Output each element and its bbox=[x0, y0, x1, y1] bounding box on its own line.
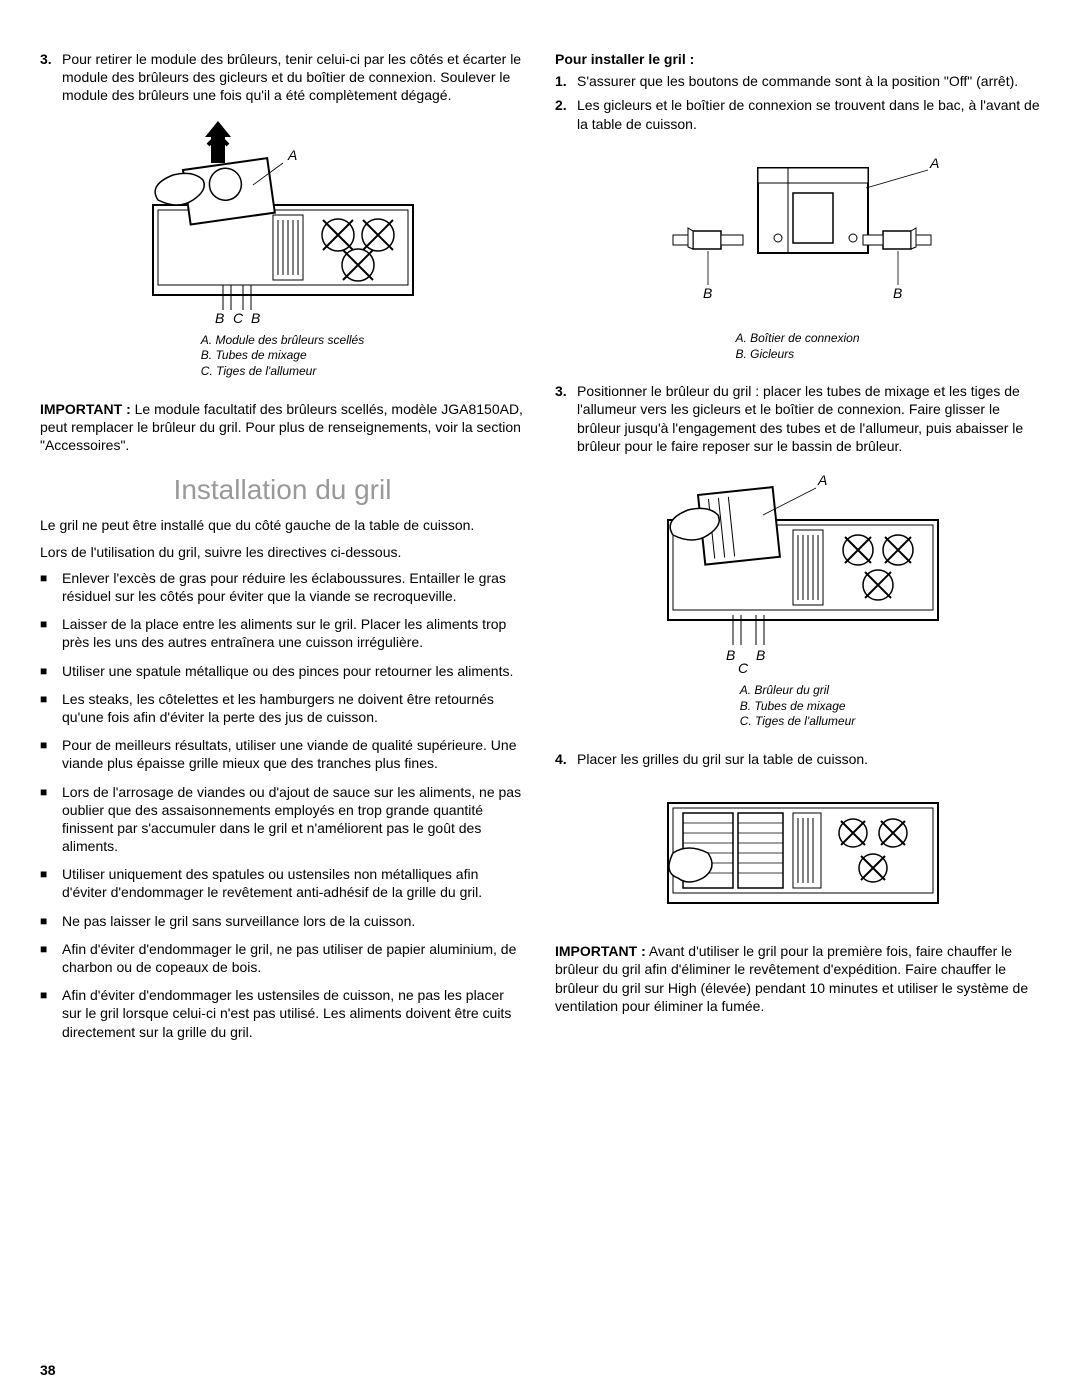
fig3-label-c: C bbox=[738, 660, 749, 675]
page-number: 38 bbox=[40, 1361, 56, 1379]
figure-2-caption: A. Boîtier de connexion B. Gicleurs bbox=[735, 331, 859, 362]
bullet-icon: ■ bbox=[40, 615, 62, 651]
bullet-text: Lors de l'arrosage de viandes ou d'ajout… bbox=[62, 783, 525, 856]
left-step-3: 3. Pour retirer le module des brûleurs, … bbox=[40, 50, 525, 105]
bullet-icon: ■ bbox=[40, 690, 62, 726]
fig2-label-a: A bbox=[929, 155, 939, 171]
bullet-text: Afin d'éviter d'endommager les ustensile… bbox=[62, 986, 525, 1041]
bullet-icon: ■ bbox=[40, 865, 62, 901]
bullet-text: Afin d'éviter d'endommager le gril, ne p… bbox=[62, 940, 525, 976]
fig1-label-b1: B bbox=[215, 310, 224, 325]
caption-line: A. Module des brûleurs scellés bbox=[201, 333, 364, 349]
list-item: ■Enlever l'excès de gras pour réduire le… bbox=[40, 569, 525, 605]
important-label: IMPORTANT : bbox=[40, 401, 131, 417]
intro-2: Lors de l'utilisation du gril, suivre le… bbox=[40, 543, 525, 561]
right-column: Pour installer le gril : 1. S'assurer qu… bbox=[555, 50, 1040, 1051]
bullet-text: Enlever l'excès de gras pour réduire les… bbox=[62, 569, 525, 605]
figure-1: A B C B A. Module des brûleurs scellés B… bbox=[40, 115, 525, 390]
right-step-2: 2. Les gicleurs et le boîtier de connexi… bbox=[555, 96, 1040, 132]
caption-line: C. Tiges de l'allumeur bbox=[740, 714, 856, 730]
fig1-label-b2: B bbox=[251, 310, 260, 325]
bullet-icon: ■ bbox=[40, 986, 62, 1041]
bullet-text: Utiliser une spatule métallique ou des p… bbox=[62, 662, 525, 680]
list-item: ■Utiliser une spatule métallique ou des … bbox=[40, 662, 525, 680]
bullet-text: Les steaks, les côtelettes et les hambur… bbox=[62, 690, 525, 726]
figure-4 bbox=[555, 778, 1040, 932]
bullet-text: Pour de meilleurs résultats, utiliser un… bbox=[62, 736, 525, 772]
step-text: Placer les grilles du gril sur la table … bbox=[577, 750, 1040, 768]
step-text: Les gicleurs et le boîtier de connexion … bbox=[577, 96, 1040, 132]
right-subhead: Pour installer le gril : bbox=[555, 50, 1040, 68]
bullet-text: Utiliser uniquement des spatules ou uste… bbox=[62, 865, 525, 901]
fig3-label-b1: B bbox=[726, 647, 735, 663]
intro-1: Le gril ne peut être installé que du côt… bbox=[40, 516, 525, 534]
step-number: 1. bbox=[555, 72, 577, 90]
left-column: 3. Pour retirer le module des brûleurs, … bbox=[40, 50, 525, 1051]
figure-1-caption: A. Module des brûleurs scellés B. Tubes … bbox=[201, 333, 364, 380]
bullet-icon: ■ bbox=[40, 662, 62, 680]
fig2-label-b2: B bbox=[893, 285, 902, 301]
list-item: ■Ne pas laisser le gril sans surveillanc… bbox=[40, 912, 525, 930]
caption-line: B. Gicleurs bbox=[735, 347, 859, 363]
list-item: ■Lors de l'arrosage de viandes ou d'ajou… bbox=[40, 783, 525, 856]
caption-line: B. Tubes de mixage bbox=[740, 699, 856, 715]
right-important: IMPORTANT : Avant d'utiliser le gril pou… bbox=[555, 942, 1040, 1015]
figure-3-caption: A. Brûleur du gril B. Tubes de mixage C.… bbox=[740, 683, 856, 730]
figure-2: A B B A. Boîtier de connexion B. Gicleur… bbox=[555, 143, 1040, 372]
list-item: ■Pour de meilleurs résultats, utiliser u… bbox=[40, 736, 525, 772]
important-label: IMPORTANT : bbox=[555, 943, 646, 959]
step-number: 3. bbox=[555, 382, 577, 455]
bullet-icon: ■ bbox=[40, 736, 62, 772]
bullet-icon: ■ bbox=[40, 940, 62, 976]
right-step-3: 3. Positionner le brûleur du gril : plac… bbox=[555, 382, 1040, 455]
bullet-list: ■Enlever l'excès de gras pour réduire le… bbox=[40, 569, 525, 1041]
figure-3: A B B C A. Brûleur du gril B. Tubes de m… bbox=[555, 465, 1040, 740]
left-important: IMPORTANT : Le module facultatif des brû… bbox=[40, 400, 525, 455]
fig1-label-a: A bbox=[287, 147, 297, 163]
fig3-label-a: A bbox=[817, 472, 827, 488]
step-number: 2. bbox=[555, 96, 577, 132]
caption-line: B. Tubes de mixage bbox=[201, 348, 364, 364]
list-item: ■Utiliser uniquement des spatules ou ust… bbox=[40, 865, 525, 901]
caption-line: A. Boîtier de connexion bbox=[735, 331, 859, 347]
step-text: S'assurer que les boutons de commande so… bbox=[577, 72, 1040, 90]
bullet-text: Laisser de la place entre les aliments s… bbox=[62, 615, 525, 651]
caption-line: A. Brûleur du gril bbox=[740, 683, 856, 699]
list-item: ■Afin d'éviter d'endommager les ustensil… bbox=[40, 986, 525, 1041]
page-columns: 3. Pour retirer le module des brûleurs, … bbox=[40, 50, 1040, 1051]
list-item: ■Afin d'éviter d'endommager le gril, ne … bbox=[40, 940, 525, 976]
right-step-4: 4. Placer les grilles du gril sur la tab… bbox=[555, 750, 1040, 768]
bullet-icon: ■ bbox=[40, 912, 62, 930]
fig1-label-c: C bbox=[233, 310, 244, 325]
section-title: Installation du gril bbox=[40, 472, 525, 508]
bullet-icon: ■ bbox=[40, 783, 62, 856]
fig3-label-b2: B bbox=[756, 647, 765, 663]
step-number: 3. bbox=[40, 50, 62, 105]
step-text: Pour retirer le module des brûleurs, ten… bbox=[62, 50, 525, 105]
right-step-1: 1. S'assurer que les boutons de commande… bbox=[555, 72, 1040, 90]
step-text: Positionner le brûleur du gril : placer … bbox=[577, 382, 1040, 455]
list-item: ■Les steaks, les côtelettes et les hambu… bbox=[40, 690, 525, 726]
list-item: ■Laisser de la place entre les aliments … bbox=[40, 615, 525, 651]
bullet-icon: ■ bbox=[40, 569, 62, 605]
bullet-text: Ne pas laisser le gril sans surveillance… bbox=[62, 912, 525, 930]
caption-line: C. Tiges de l'allumeur bbox=[201, 364, 364, 380]
fig2-label-b1: B bbox=[703, 285, 712, 301]
step-number: 4. bbox=[555, 750, 577, 768]
